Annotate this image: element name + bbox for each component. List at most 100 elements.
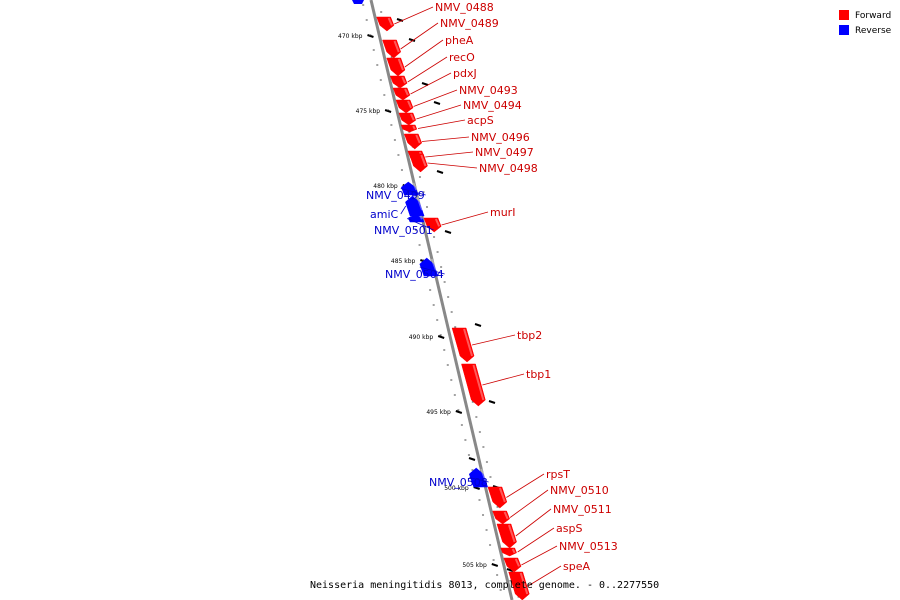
gene-label-leader — [515, 508, 552, 537]
gene-label-asps: aspS — [556, 522, 582, 535]
major-tick — [437, 335, 445, 339]
gene-label-leader — [469, 477, 489, 483]
gene-arrow-nmv_0488 — [376, 16, 395, 32]
feature-tick — [433, 101, 441, 105]
gene-arrow-asps — [500, 547, 517, 557]
gene-label-pdxj: pdxJ — [453, 67, 477, 80]
gene-highlight — [415, 134, 421, 144]
gene-label-amic: amiC — [370, 208, 399, 221]
gene-label-phea: pheA — [445, 34, 474, 47]
gene-label-leader — [407, 56, 448, 83]
gene-highlight — [503, 511, 509, 520]
gene-arrow-nmv_0494 — [398, 112, 417, 126]
gene-arrow-nmv_0504 — [419, 257, 439, 277]
gene-arrow-nmv_0489 — [382, 39, 402, 59]
gene-highlight — [480, 468, 487, 482]
gene-arrow-pdxj — [392, 87, 411, 101]
gene-label-nmv_0496: NMV_0496 — [471, 131, 530, 144]
gene-label-tbp2: tbp2 — [517, 329, 542, 342]
gene-label-leader — [394, 6, 434, 25]
genome-caption: Neisseria meningitidis 8013, complete ge… — [310, 580, 659, 591]
gene-arrow-nmv_0501 — [408, 214, 425, 223]
gene-label-rpst: rpsT — [546, 468, 570, 481]
gene-arrow-muri — [423, 217, 442, 233]
gene-highlight — [393, 40, 400, 53]
gene-label-nmv_0488: NMV_0488 — [435, 1, 494, 14]
gene-label-leader — [407, 218, 434, 231]
gene-highlight — [498, 487, 506, 503]
gene-arrow-reco — [389, 75, 408, 89]
feature-tick — [488, 400, 496, 404]
gene-label-leader — [427, 162, 478, 169]
gene-highlight — [412, 125, 416, 130]
tick-label: 470 kbp — [338, 33, 363, 40]
gene-highlight — [430, 258, 437, 271]
gene-label-spea: speA — [563, 560, 590, 573]
gene-arrow-nmv_0510 — [492, 510, 510, 525]
gene-arrow-spea — [508, 571, 530, 600]
gene-label-leader — [421, 136, 470, 142]
gene-highlight — [508, 524, 516, 543]
gene-label-leader — [521, 545, 558, 566]
gene-highlight — [410, 113, 415, 121]
gene-highlight — [412, 182, 418, 191]
tick-label: 500 kbp — [444, 485, 469, 492]
gene-label-nmv_0489: NMV_0489 — [440, 17, 499, 30]
feature-tick — [408, 38, 416, 42]
genes-layer — [352, 0, 530, 600]
gene-highlight — [387, 17, 393, 26]
legend-reverse-swatch — [839, 25, 849, 35]
gene-arrow-tbp2 — [451, 327, 475, 363]
gene-arrow-nmv_0496 — [403, 133, 423, 150]
major-tick — [455, 410, 463, 414]
gene-highlight — [404, 88, 409, 96]
legend-forward-label: Forward — [855, 11, 891, 21]
gene-highlight — [416, 196, 424, 211]
major-tick — [491, 563, 499, 567]
major-tick — [367, 34, 374, 38]
gene-arrow-phea — [386, 57, 406, 77]
gene-label-nmv_0511: NMV_0511 — [553, 503, 612, 516]
gene-label-nmv_0504: NMV_0504 — [385, 268, 444, 281]
gene-label-nmv_0510: NMV_0510 — [550, 484, 609, 497]
gene-highlight — [401, 76, 407, 84]
gene-label-tbp1: tbp1 — [526, 368, 551, 381]
gene-label-leader — [441, 211, 489, 226]
gene-arrow-tbp1 — [461, 363, 486, 407]
gene-arrow-nmv_0498 — [408, 153, 428, 173]
gene-highlight — [420, 154, 427, 167]
tick-label: 495 kbp — [426, 409, 451, 416]
gene-arrow-nmv_0508 — [468, 467, 489, 488]
gene-highlight — [472, 364, 485, 401]
legend-forward-swatch — [839, 10, 849, 20]
gene-highlight — [511, 548, 516, 554]
gene-label-nmv_0494: NMV_0494 — [463, 99, 522, 112]
legend: Forward Reverse — [839, 10, 892, 36]
gene-label-nmv_0508: NMV_0508 — [429, 476, 488, 489]
gene-label-reco: recO — [449, 51, 475, 64]
tick-label: 505 kbp — [462, 562, 487, 569]
gene-label-leader — [509, 489, 549, 518]
gene-highlight — [407, 100, 412, 109]
gene-label-acps: acpS — [467, 114, 494, 127]
gene-label-leader — [400, 205, 407, 215]
gene-highlight — [434, 218, 441, 227]
feature-tick — [421, 82, 429, 86]
gene-label-leader — [417, 119, 466, 129]
tick-label: 490 kbp — [409, 334, 434, 341]
tick-label: 485 kbp — [391, 258, 416, 265]
gene-label-leader — [517, 527, 555, 553]
gene-label-leader — [410, 72, 452, 95]
gene-highlight — [519, 572, 529, 595]
major-tick — [384, 109, 392, 113]
gene-arrow-partial — [352, 0, 364, 4]
gene-arrow-acps — [400, 124, 418, 133]
ticks-layer: 470 kbp 475 kbp 480 kbp 485 kbp 490 kbp 495 k… — [338, 4, 520, 598]
gene-highlight — [514, 558, 520, 567]
gene-arrow-nmv_0493 — [395, 99, 414, 114]
major-tick — [473, 486, 480, 490]
gene-label-muri: murI — [490, 206, 515, 219]
gene-label-leader — [404, 39, 444, 68]
gene-label-nmv_0497: NMV_0497 — [475, 146, 534, 159]
